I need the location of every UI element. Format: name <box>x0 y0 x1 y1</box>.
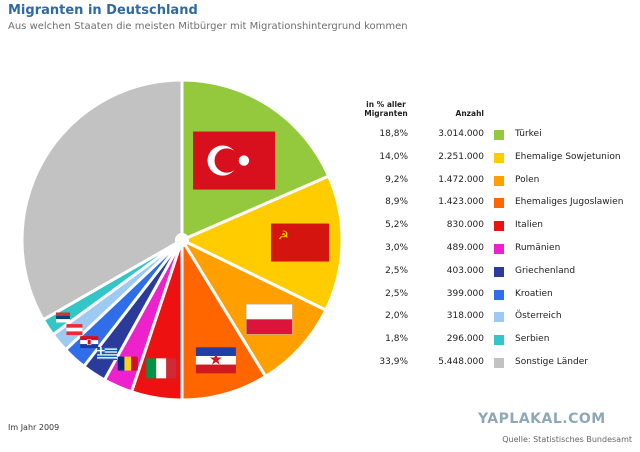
legend-swatch <box>494 221 504 232</box>
legend-label: Griechenland <box>515 265 576 276</box>
legend-count: 1.472.000 <box>438 174 484 185</box>
flag-turkey-icon <box>193 131 276 190</box>
flag-romania-icon <box>117 356 138 371</box>
legend-percent: 2,5% <box>385 288 408 299</box>
legend-row: 5,2% 830.000 Italien <box>0 219 640 233</box>
legend-row: 2,5% 403.000 Griechenland <box>0 265 640 279</box>
legend-row: 33,9% 5.448.000 Sonstige Länder <box>0 356 640 370</box>
legend-count: 2.251.000 <box>438 151 484 162</box>
flag-soviet-union-icon: ☭ <box>270 223 329 262</box>
legend-label: Türkei <box>515 129 542 139</box>
column-header-percent: in % aller Migranten <box>364 100 408 118</box>
pie-hub <box>175 233 189 247</box>
legend-swatch <box>494 152 504 163</box>
legend-row: 18,8% 3.014.000 Türkei <box>0 128 640 142</box>
pie-slice <box>178 174 344 313</box>
flag-italy-icon <box>146 358 177 379</box>
legend-label: Sonstige Länder <box>515 357 588 367</box>
legend-percent: 33,9% <box>379 357 408 367</box>
legend-row: 2,5% 399.000 Kroatien <box>0 288 640 302</box>
legend-swatch <box>494 175 504 186</box>
legend-label: Polen <box>515 174 540 185</box>
legend-swatch <box>494 130 504 140</box>
legend-label: Ehemalige Sowjetunion <box>515 151 621 162</box>
legend-percent: 1,8% <box>385 334 408 345</box>
legend-percent: 9,2% <box>385 174 408 185</box>
chart-subtitle: Aus welchen Staaten die meisten Mitbürge… <box>8 21 408 32</box>
legend-count: 318.000 <box>446 311 484 322</box>
legend-percent: 2,0% <box>385 311 408 322</box>
legend-label: Österreich <box>515 311 562 322</box>
legend-label: Rumänien <box>515 243 561 253</box>
legend-count: 399.000 <box>446 288 484 299</box>
legend-swatch <box>494 289 504 300</box>
source-note: Quelle: Statistisches Bundesamt <box>502 435 632 444</box>
svg-text:☭: ☭ <box>278 229 289 243</box>
legend-label: Ehemaliges Jugoslawien <box>515 197 624 208</box>
legend-row: 2,0% 318.000 Österreich <box>0 310 640 324</box>
legend-count: 830.000 <box>446 220 484 231</box>
legend-row: 9,2% 1.472.000 Polen <box>0 174 640 188</box>
flag-greece-icon <box>97 347 118 361</box>
pie-slice <box>20 78 184 322</box>
legend-label: Italien <box>515 220 543 231</box>
legend-count: 3.014.000 <box>438 129 484 139</box>
svg-text:★: ★ <box>209 350 223 368</box>
legend-count: 1.423.000 <box>438 197 484 208</box>
year-note: Im Jahr 2009 <box>8 423 60 432</box>
chart-title: Migranten in Deutschland <box>8 3 198 18</box>
legend-swatch <box>494 358 504 368</box>
flag-serbia-icon <box>55 312 70 323</box>
legend-swatch <box>494 198 504 209</box>
column-header-count: Anzahl <box>455 109 484 118</box>
legend-swatch <box>494 312 504 323</box>
flag-austria-icon <box>66 324 83 336</box>
flag-yugoslavia-icon: ★ <box>195 347 236 374</box>
legend-count: 5.448.000 <box>438 357 484 367</box>
legend-row: 14,0% 2.251.000 Ehemalige Sowjetunion <box>0 151 640 165</box>
legend-row: 3,0% 489.000 Rumänien <box>0 242 640 256</box>
flag-poland-icon <box>246 304 293 335</box>
legend-swatch <box>494 335 504 346</box>
legend-count: 489.000 <box>446 243 484 253</box>
legend-row: 8,9% 1.423.000 Ehemaliges Jugoslawien <box>0 196 640 210</box>
legend-count: 403.000 <box>446 265 484 276</box>
legend-percent: 8,9% <box>385 197 408 208</box>
legend-percent: 14,0% <box>379 151 408 162</box>
legend-swatch <box>494 244 504 254</box>
legend-percent: 3,0% <box>385 243 408 253</box>
watermark: YAPLAKAL.COM <box>478 411 606 427</box>
legend-percent: 18,8% <box>379 129 408 139</box>
legend-label: Kroatien <box>515 288 553 299</box>
legend-swatch <box>494 266 504 277</box>
legend-percent: 2,5% <box>385 265 408 276</box>
legend-label: Serbien <box>515 334 550 345</box>
legend-percent: 5,2% <box>385 220 408 231</box>
flag-croatia-icon <box>80 336 99 349</box>
legend-row: 1,8% 296.000 Serbien <box>0 333 640 347</box>
legend-count: 296.000 <box>446 334 484 345</box>
